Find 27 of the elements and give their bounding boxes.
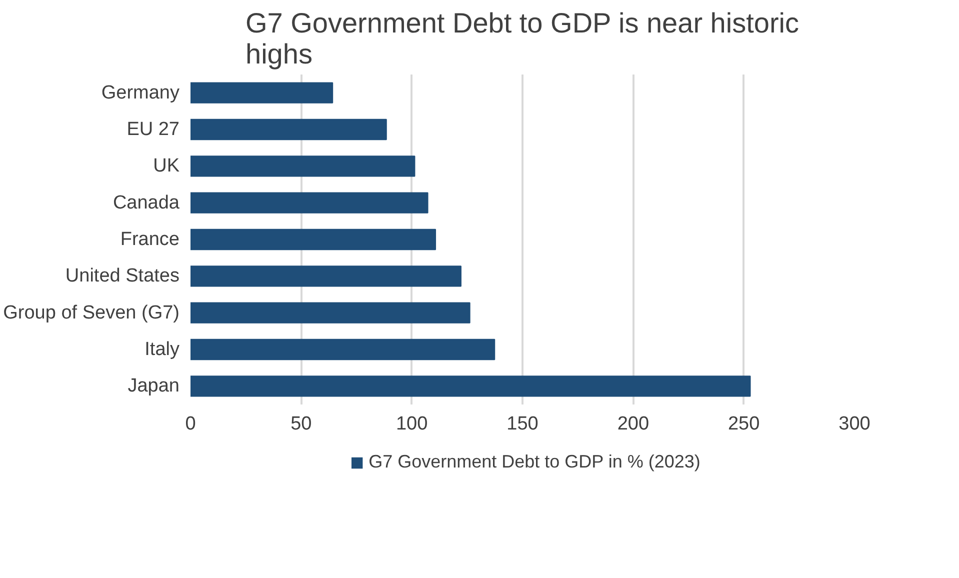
y-tick-label: United States <box>65 266 180 287</box>
x-tick-label: 50 <box>290 414 312 434</box>
chart-title: G7 Government Debt to GDP is near historic highs <box>246 8 799 70</box>
bar <box>190 82 334 104</box>
x-tick-label: 200 <box>617 414 650 434</box>
y-tick-label: Italy <box>144 339 180 360</box>
x-tick-label: 150 <box>506 414 538 434</box>
y-tick-label: Japan <box>128 376 180 397</box>
x-tick-label: 300 <box>838 414 870 434</box>
y-tick-label: Germany <box>101 82 180 104</box>
y-tick-label: Group of Seven (G7) <box>3 302 180 324</box>
y-tick-label: France <box>120 229 180 250</box>
bar <box>190 156 416 177</box>
bar <box>190 302 470 324</box>
y-tick-label: UK <box>153 156 180 177</box>
bar <box>190 376 751 397</box>
x-tick-label: 250 <box>728 414 760 434</box>
bar <box>190 192 428 214</box>
x-tick-label: 0 <box>185 414 196 434</box>
y-tick-label: Canada <box>112 192 180 214</box>
y-tick-label: EU 27 <box>126 119 180 140</box>
bar <box>190 228 436 250</box>
x-tick-label: 100 <box>396 414 428 434</box>
legend-label: G7 Government Debt to GDP in % (2023) <box>368 452 700 472</box>
bar <box>190 266 462 287</box>
bar <box>190 118 387 140</box>
bar <box>190 338 496 360</box>
